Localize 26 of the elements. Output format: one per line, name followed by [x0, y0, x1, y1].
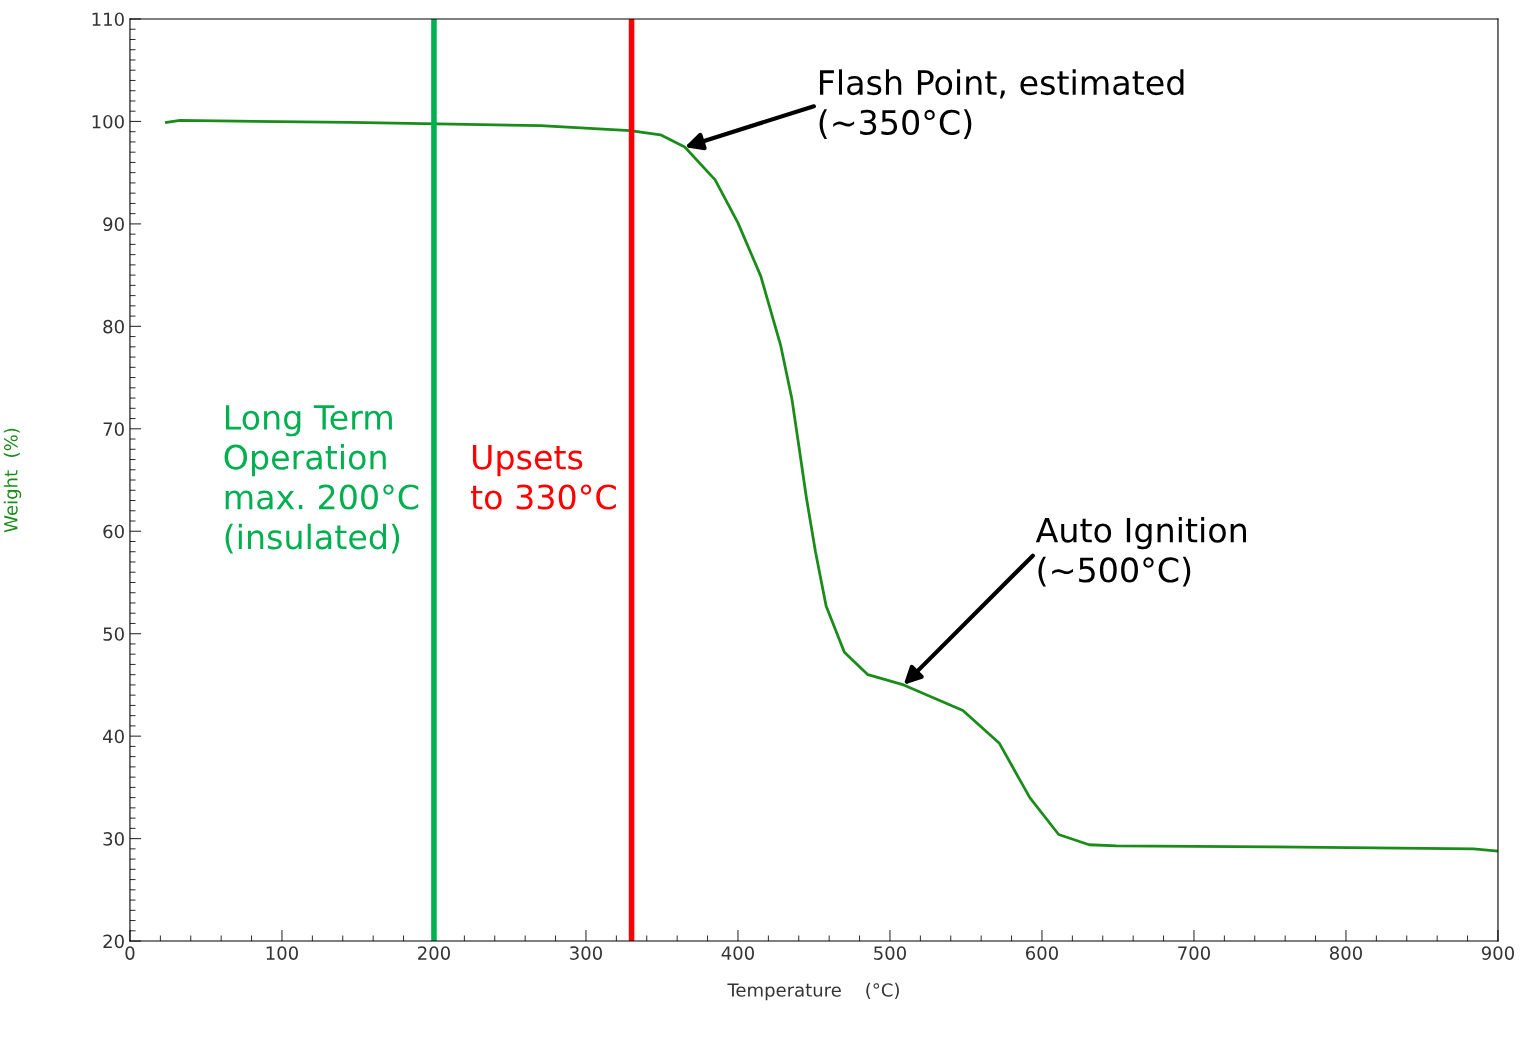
- annotation: Auto Ignition (~500°C): [1035, 516, 1246, 587]
- y-tick-label: 40: [103, 729, 124, 744]
- y-tick-label: 70: [103, 422, 124, 436]
- x-tick-label: 300: [570, 946, 602, 960]
- y-tick-label: 60: [103, 524, 124, 539]
- x-axis-title: Temperature (°C): [727, 982, 899, 1001]
- y-axis-title: Weight (%): [3, 428, 22, 533]
- x-tick-label: 400: [721, 946, 754, 960]
- x-tick-label: 900: [1481, 946, 1514, 960]
- y-tick-label: 80: [103, 319, 124, 334]
- y-tick-label: 50: [103, 627, 124, 641]
- x-tick-label: 700: [1178, 946, 1210, 960]
- x-tick-label: 200: [418, 946, 450, 960]
- ref-line-label: Long Term Operation max. 200°C (insulated): [224, 405, 419, 554]
- x-tick-label: 500: [874, 946, 906, 960]
- x-tick-label: 800: [1329, 946, 1362, 960]
- annotation: Flash Point, estimated (~350°C): [819, 69, 1184, 139]
- y-tick-label: 90: [103, 217, 124, 232]
- x-tick-label: 0: [125, 946, 135, 960]
- x-tick-label: 600: [1025, 946, 1058, 960]
- y-tick-label: 30: [103, 832, 124, 846]
- y-tick-label: 20: [103, 934, 124, 949]
- x-tick-label: 100: [266, 946, 298, 960]
- y-tick-label: 110: [92, 12, 124, 27]
- y-tick-label: 100: [92, 114, 124, 129]
- ref-line-label: Upsets to 330°C: [470, 444, 616, 510]
